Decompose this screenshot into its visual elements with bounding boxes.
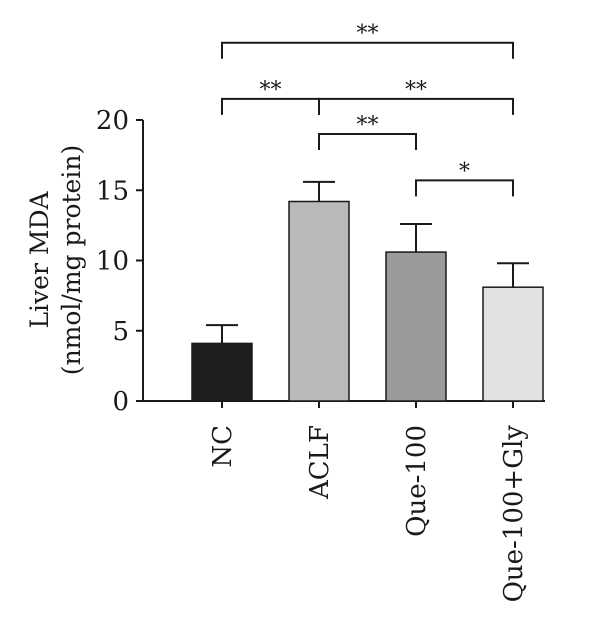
category-label: NC — [208, 425, 238, 468]
significance-bracket — [318, 97, 514, 115]
error-bars — [206, 180, 529, 344]
axes: 0 5 10 15 20 — [96, 106, 545, 417]
y-tick-label: 10 — [96, 247, 129, 277]
y-tick-label: 20 — [96, 106, 129, 136]
y-tick-label: 5 — [112, 317, 129, 347]
significance-bracket — [318, 133, 417, 151]
significance-bracket — [221, 41, 514, 59]
bar-nc — [191, 342, 253, 402]
category-label: Que-100+Gly — [499, 425, 529, 603]
category-label: ACLF — [305, 425, 335, 500]
y-axis-title-line1: Liver MDA — [25, 190, 54, 328]
bar-que-100-gly — [482, 286, 544, 402]
y-axis-title-line2: (nmol/mg protein) — [57, 145, 86, 375]
y-tick-label: 15 — [96, 176, 129, 206]
bar-que-100 — [385, 251, 447, 402]
significance-label: ** — [357, 113, 379, 138]
y-axis-title: Liver MDA (nmol/mg protein) — [25, 145, 86, 375]
significance-brackets: **** ***** — [221, 22, 514, 197]
significance-label: ** — [260, 78, 282, 103]
significance-label: * — [459, 159, 470, 184]
significance-label: ** — [405, 78, 427, 103]
category-label: Que-100 — [402, 425, 432, 537]
significance-label: ** — [357, 22, 379, 47]
bar-aclf — [288, 200, 350, 402]
bars — [191, 200, 544, 402]
category-labels: NC ACLF Que-100 Que-100+Gly — [208, 425, 529, 603]
y-tick-label: 0 — [112, 387, 129, 417]
significance-bracket — [415, 179, 514, 197]
